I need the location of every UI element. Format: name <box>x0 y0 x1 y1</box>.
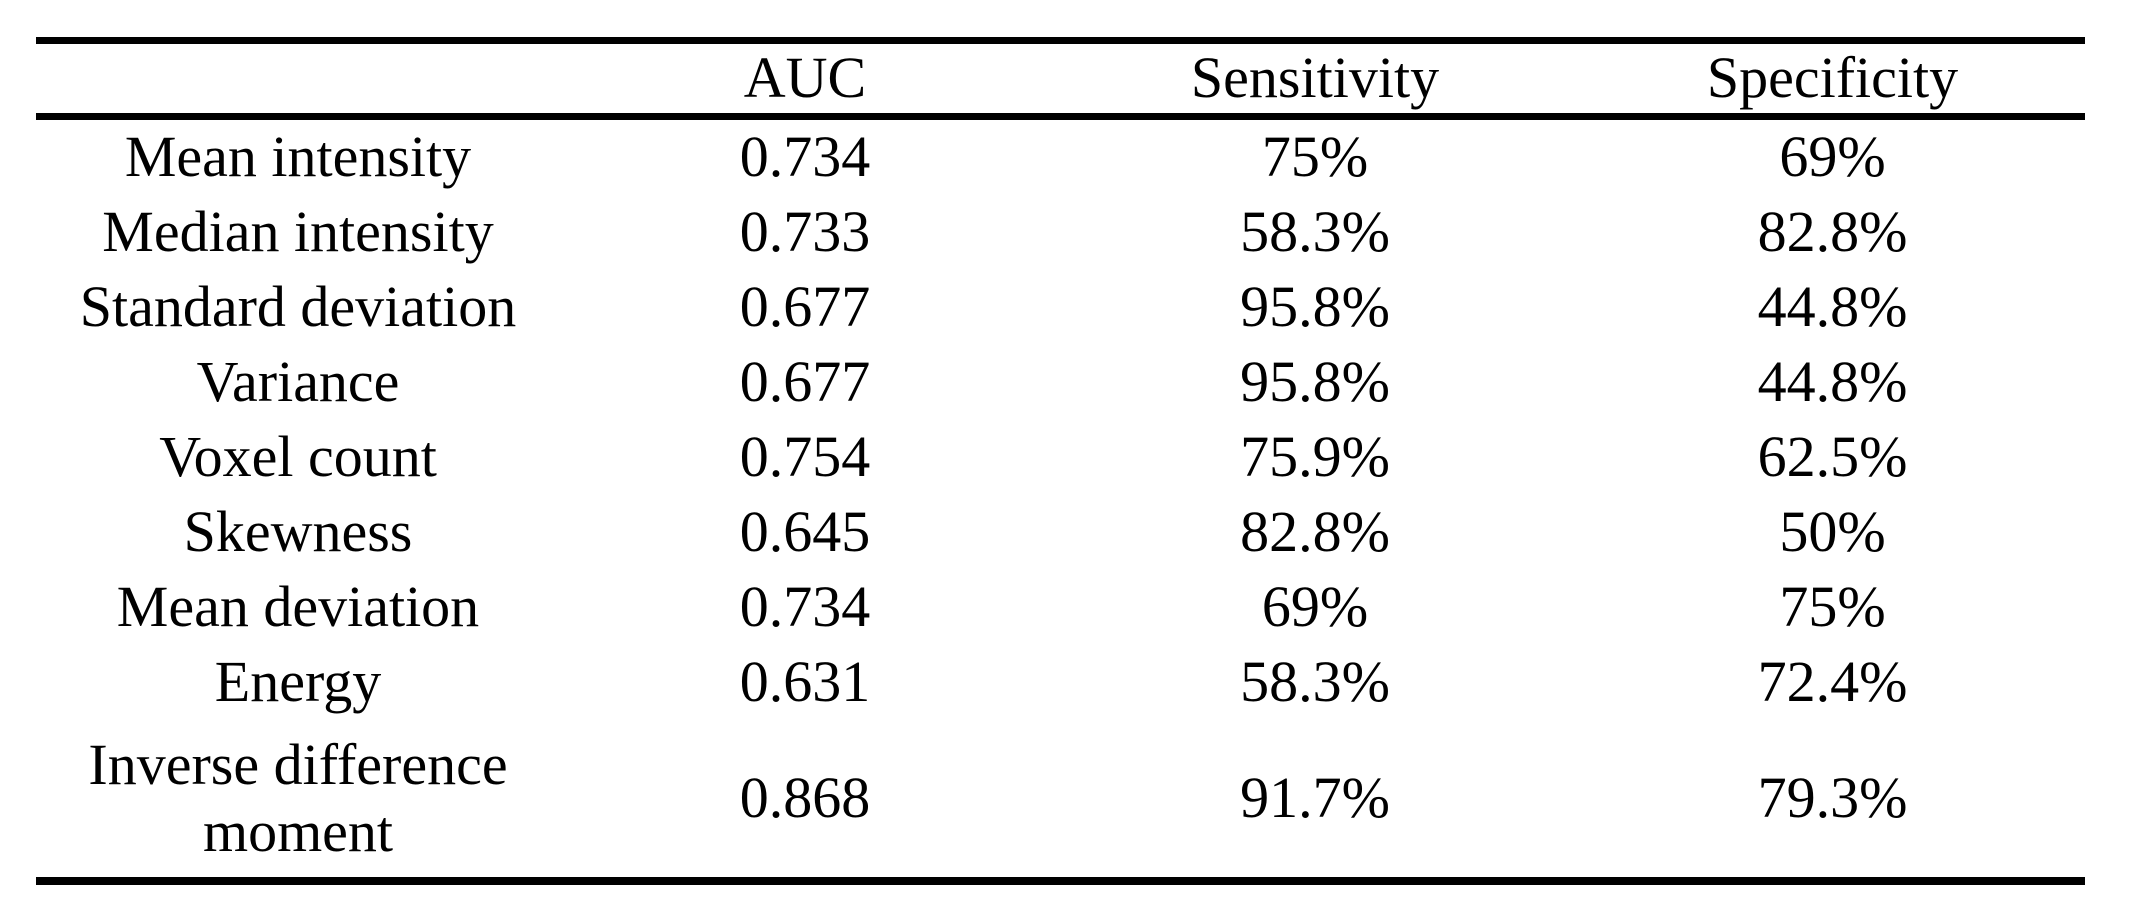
auc-cell: 0.734 <box>739 574 871 640</box>
sensitivity-cell: 69% <box>1261 574 1369 640</box>
header-feature <box>36 40 560 120</box>
sensitivity-cell: 58.3% <box>1240 649 1390 715</box>
specificity-cell: 44.8% <box>1757 274 1908 340</box>
table-row: Mean intensity 0.734 75% 69% <box>36 117 2085 196</box>
auc-cell: 0.677 <box>739 349 871 415</box>
specificity-cell: 44.8% <box>1757 349 1908 415</box>
results-table: AUC Sensitivity Specificity Mean intensi… <box>36 37 2085 885</box>
header-row: AUC Sensitivity Specificity <box>36 40 2085 120</box>
feature-cell: Inverse difference moment <box>36 720 560 881</box>
table-row: Skewness 0.645 82.8% 50% <box>36 495 2085 570</box>
sensitivity-cell: 82.8% <box>1240 499 1390 565</box>
feature-label: Skewness <box>183 499 413 565</box>
specificity-cell: 69% <box>1779 124 1886 190</box>
feature-cell: Mean intensity <box>36 117 560 196</box>
header-auc: AUC <box>560 40 1050 120</box>
feature-cell: Energy <box>36 645 560 720</box>
feature-label: Inverse difference moment <box>88 731 508 864</box>
feature-cell: Skewness <box>36 495 560 570</box>
table-row: Energy 0.631 58.3% 72.4% <box>36 645 2085 720</box>
feature-cell: Standard deviation <box>36 270 560 345</box>
specificity-cell: 50% <box>1779 499 1886 565</box>
sensitivity-cell: 91.7% <box>1240 765 1390 831</box>
table-row: Standard deviation 0.677 95.8% 44.8% <box>36 270 2085 345</box>
header-specificity: Specificity <box>1580 40 2085 120</box>
sensitivity-cell: 95.8% <box>1240 274 1390 340</box>
feature-cell: Mean deviation <box>36 570 560 645</box>
header-sensitivity: Sensitivity <box>1050 40 1580 120</box>
feature-label: Median intensity <box>102 199 494 265</box>
feature-label: Voxel count <box>159 424 437 490</box>
specificity-cell: 79.3% <box>1757 765 1908 831</box>
auc-cell: 0.868 <box>739 765 871 831</box>
specificity-cell: 75% <box>1779 574 1886 640</box>
table-row: Voxel count 0.754 75.9% 62.5% <box>36 420 2085 495</box>
specificity-cell: 62.5% <box>1757 424 1908 490</box>
feature-cell: Median intensity <box>36 195 560 270</box>
feature-label: Variance <box>196 349 400 415</box>
table-row: Inverse difference moment 0.868 91.7% 79… <box>36 720 2085 881</box>
feature-cell: Variance <box>36 345 560 420</box>
auc-cell: 0.733 <box>739 199 871 265</box>
feature-label: Mean intensity <box>124 124 472 190</box>
auc-cell: 0.645 <box>739 499 871 565</box>
specificity-cell: 72.4% <box>1757 649 1908 715</box>
auc-cell: 0.754 <box>739 424 871 490</box>
feature-label: Mean deviation <box>116 574 480 640</box>
table-row: Variance 0.677 95.8% 44.8% <box>36 345 2085 420</box>
table-row: Mean deviation 0.734 69% 75% <box>36 570 2085 645</box>
table-row: Median intensity 0.733 58.3% 82.8% <box>36 195 2085 270</box>
sensitivity-cell: 75.9% <box>1240 424 1390 490</box>
feature-cell: Voxel count <box>36 420 560 495</box>
feature-label: Energy <box>214 649 382 715</box>
specificity-cell: 82.8% <box>1757 199 1908 265</box>
feature-label: Standard deviation <box>79 274 517 340</box>
auc-cell: 0.631 <box>739 649 871 715</box>
sensitivity-cell: 95.8% <box>1240 349 1390 415</box>
auc-cell: 0.734 <box>739 124 871 190</box>
sensitivity-cell: 75% <box>1261 124 1369 190</box>
auc-cell: 0.677 <box>739 274 871 340</box>
sensitivity-cell: 58.3% <box>1240 199 1390 265</box>
